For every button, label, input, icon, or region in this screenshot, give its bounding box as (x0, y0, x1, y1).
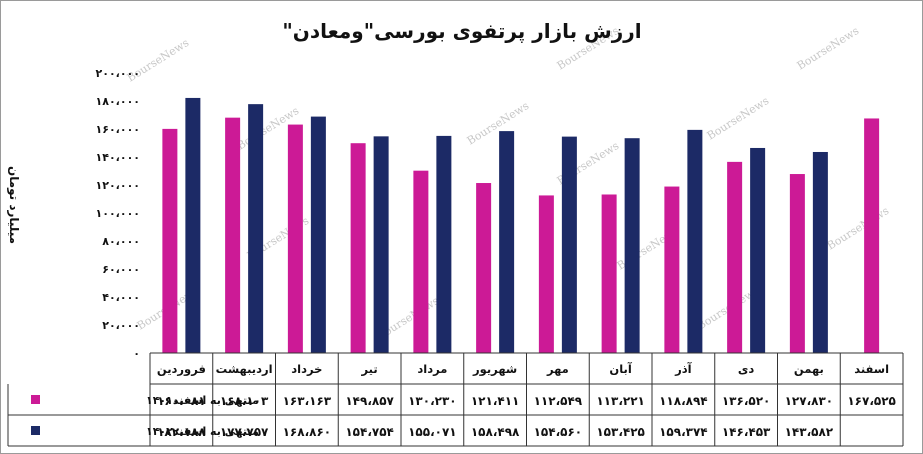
data-label-series-2: ۱۴۶،۴۵۳ (722, 425, 771, 439)
y-tick-label: ۲۰۰،۰۰۰ (96, 67, 140, 80)
data-label-series-1: ۱۲۱،۴۱۱ (471, 394, 520, 408)
data-label-series-2: ۱۷۷،۷۵۷ (220, 425, 269, 439)
bar-series-1 (789, 174, 805, 353)
data-label-series-1: ۱۶۳،۱۶۳ (283, 394, 332, 408)
bar-series-2 (561, 136, 577, 353)
data-label-series-1: ۱۱۲،۵۴۹ (534, 394, 583, 408)
legend-label-series-1: منتهی به اسفند۱۴۰۱ (146, 394, 259, 407)
data-label-series-1: ۱۳۰،۲۳۰ (408, 394, 457, 408)
bar-series-1 (864, 118, 880, 353)
bar-series-2 (499, 131, 515, 353)
bar-series-2 (687, 129, 703, 353)
y-axis-ticks: ۰ ۲۰،۰۰۰ ۴۰،۰۰۰ ۶۰،۰۰۰ ۸۰،۰۰۰ ۱۰۰،۰۰۰ ۱۲۰،۰۰۰ ۱… (96, 67, 140, 360)
category-label: بهمن (794, 362, 824, 376)
data-label-series-2: ۱۴۳،۵۸۲ (785, 425, 834, 439)
bar-series-2 (750, 147, 766, 353)
data-label-series-1: ۱۲۷،۸۳۰ (785, 394, 834, 408)
category-label: شهریور (472, 362, 517, 377)
y-tick-label: ۶۰،۰۰۰ (102, 263, 140, 276)
data-label-series-2: ۱۵۳،۴۲۵ (596, 425, 645, 439)
category-label: مهر (546, 362, 569, 376)
data-label-series-1: ۱۶۷،۵۲۵ (847, 394, 896, 408)
data-label-series-1: ۱۴۹،۸۵۷ (345, 394, 394, 408)
legend-label-series-2: منتهی به اسفند۱۴۰۲ (146, 425, 259, 438)
category-label: آذر (674, 362, 693, 376)
category-label: تیر (361, 362, 378, 376)
data-label-series-2: ۱۵۹،۳۷۴ (659, 425, 708, 439)
data-label-series-1: ۱۶۸،۱۰۳ (220, 394, 269, 408)
data-label-series-1: ۱۶۰،۰۸۱ (157, 394, 206, 408)
category-label: اردیبهشت (216, 362, 273, 376)
y-tick-label: ۸۰،۰۰۰ (102, 235, 140, 248)
data-label-series-2: ۱۶۸،۸۶۰ (283, 425, 332, 439)
y-axis-label: میلیارد تومان (6, 166, 21, 244)
legend-swatch-series-2 (31, 426, 40, 435)
category-label: دی (738, 362, 755, 376)
y-tick-label: ۱۶۰،۰۰۰ (96, 123, 140, 136)
category-label: مرداد (417, 362, 447, 376)
y-tick-label: ۰ (133, 347, 140, 360)
category-label: اسفند (854, 362, 889, 376)
legend-swatch-series-1 (31, 395, 40, 404)
data-label-series-2: ۱۵۴،۷۵۴ (345, 425, 394, 439)
y-tick-label: ۱۸۰،۰۰۰ (96, 95, 140, 108)
bar-series-2 (310, 116, 326, 353)
bar-series-1 (664, 186, 680, 353)
y-tick-label: ۴۰،۰۰۰ (102, 291, 140, 304)
bar-series-1 (413, 170, 429, 353)
category-label: خرداد (291, 362, 322, 376)
bar-series-2 (248, 104, 264, 353)
chart-title: ارزش بازار پرتفوی بورسی"ومعادن" (282, 19, 641, 44)
category-label: فروردین (157, 362, 206, 377)
data-label-series-1: ۱۱۸،۸۹۴ (659, 394, 708, 408)
y-tick-label: ۱۴۰،۰۰۰ (96, 151, 140, 164)
bars (162, 97, 880, 354)
data-label-series-2: ۱۸۲،۱۸۸ (157, 425, 206, 439)
bar-series-1 (476, 183, 492, 353)
y-tick-label: ۲۰،۰۰۰ (102, 319, 140, 332)
y-tick-label: ۱۲۰،۰۰۰ (96, 179, 140, 192)
bar-series-1 (601, 194, 617, 353)
watermark-text: BourseNews (465, 99, 532, 148)
data-label-series-2: ۱۵۸،۴۹۸ (471, 425, 520, 439)
bar-series-2 (624, 138, 640, 353)
data-label-series-2: ۱۵۵،۰۷۱ (408, 425, 457, 439)
watermark-text: BourseNews (705, 94, 772, 143)
bar-series-1 (727, 161, 743, 353)
bar-series-1 (350, 143, 366, 353)
data-label-series-1: ۱۱۳،۲۲۱ (596, 394, 645, 408)
watermark-text: BourseNews (825, 204, 892, 253)
category-label: آبان (609, 362, 632, 376)
bar-series-1 (225, 117, 241, 354)
data-table: فروردین اردیبهشت خرداد تیر مرداد شهریور مهر آبا… (7, 352, 904, 447)
data-label-series-2: ۱۵۴،۵۶۰ (534, 425, 583, 439)
bar-series-2 (185, 97, 201, 353)
y-tick-label: ۱۰۰،۰۰۰ (96, 207, 140, 220)
bar-series-2 (812, 151, 828, 353)
data-label-series-1: ۱۳۶،۵۲۰ (722, 394, 771, 408)
bar-series-1 (162, 128, 178, 353)
bar-series-2 (436, 135, 452, 353)
watermark-text: BourseNews (795, 24, 862, 73)
bar-series-1 (287, 124, 303, 353)
bar-series-2 (373, 136, 389, 353)
bar-series-1 (538, 195, 554, 353)
